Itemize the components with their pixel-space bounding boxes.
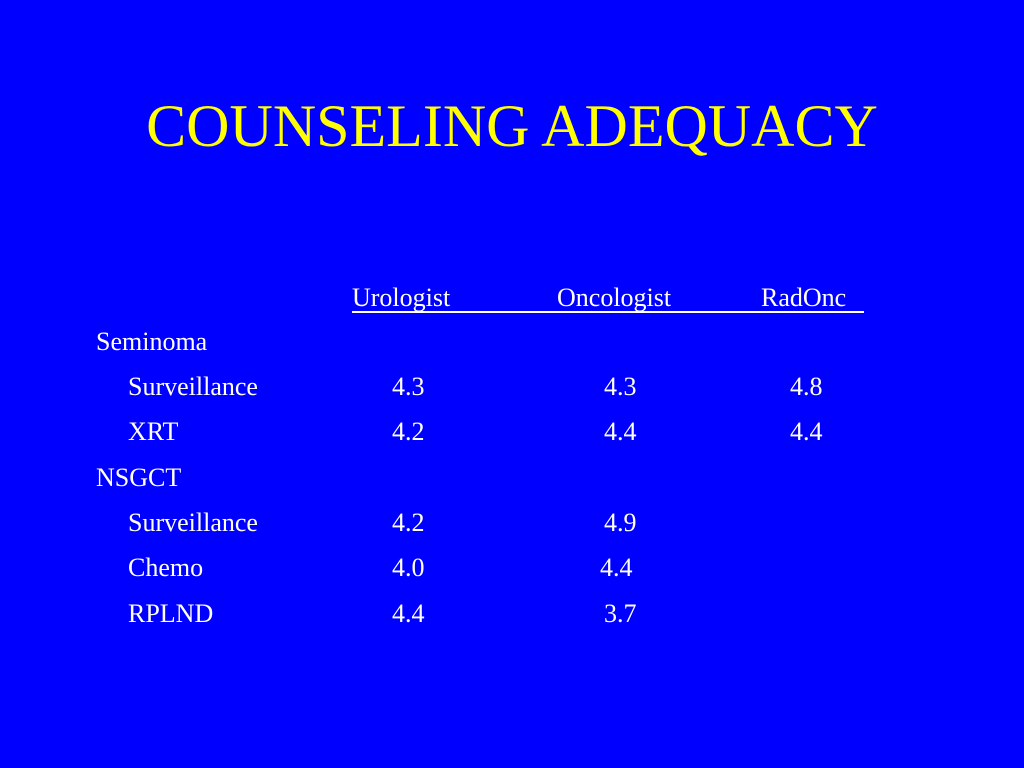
cell-oncologist: 4.4 (600, 553, 633, 582)
table-row: XRT 4.2 4.4 4.4 (0, 414, 1024, 450)
cell-urologist: 4.2 (392, 508, 425, 537)
column-header-oncologist: Oncologist (557, 283, 672, 312)
row-label: Chemo (128, 553, 204, 582)
cell-oncologist: 4.3 (604, 372, 637, 401)
cell-radonc: 4.8 (790, 372, 823, 401)
row-label: RPLND (128, 599, 214, 628)
header-underline (352, 311, 864, 313)
table-row: RPLND 4.4 3.7 (0, 596, 1024, 632)
cell-urologist: 4.3 (392, 372, 425, 401)
table-row: Chemo 4.0 4.4 (0, 550, 1024, 586)
row-label: XRT (128, 417, 179, 446)
group-label: Seminoma (96, 327, 208, 356)
cell-urologist: 4.4 (392, 599, 425, 628)
cell-oncologist: 4.4 (604, 417, 637, 446)
cell-urologist: 4.0 (392, 553, 425, 582)
column-header-radonc: RadOnc (761, 283, 847, 312)
row-label: Surveillance (128, 508, 258, 537)
cell-oncologist: 3.7 (604, 599, 637, 628)
row-label: Surveillance (128, 372, 258, 401)
table-row: Surveillance 4.3 4.3 4.8 (0, 369, 1024, 405)
slide-title: COUNSELING ADEQUACY (146, 93, 878, 159)
column-header-urologist: Urologist (352, 283, 451, 312)
cell-oncologist: 4.9 (604, 508, 637, 537)
table-row: Surveillance 4.2 4.9 (0, 505, 1024, 541)
group-row-nsgct: NSGCT (0, 460, 1024, 496)
cell-radonc: 4.4 (790, 417, 823, 446)
cell-urologist: 4.2 (392, 417, 425, 446)
table-header: Urologist Oncologist RadOnc (352, 280, 864, 316)
group-label: NSGCT (96, 463, 182, 492)
group-row-seminoma: Seminoma (0, 324, 1024, 360)
